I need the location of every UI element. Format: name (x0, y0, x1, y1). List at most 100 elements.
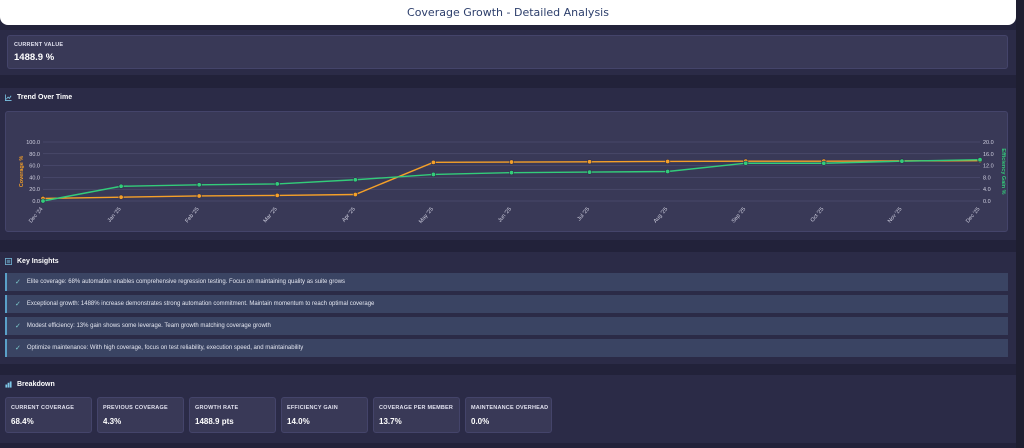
y2-tick-label: 0.0 (983, 199, 991, 205)
data-point-1 (118, 183, 124, 189)
breakdown-card-value: 1488.9 pts (195, 417, 234, 426)
check-icon: ✓ (15, 345, 21, 352)
insights-title: Key Insights (5, 258, 59, 265)
y-tick-label: 80.0 (29, 152, 40, 158)
current-value-card: CURRENT VALUE 1488.9 % (7, 35, 1008, 69)
window-titlebar: Coverage Growth - Detailed Analysis (0, 0, 1016, 25)
insight-item: ✓ Elite coverage: 68% automation enables … (5, 273, 1008, 291)
trend-chart-card: 0.0 20.0 40.0 60.0 80.0 100.0 0.0 4.0 8.0 12.0 16.… (5, 111, 1008, 232)
data-point-1 (274, 181, 280, 187)
insight-item: ✓ Exceptional growth: 1488% increase demo… (5, 295, 1008, 313)
check-icon: ✓ (15, 301, 21, 308)
breakdown-card-value: 0.0% (471, 417, 490, 426)
y2-tick-label: 12.0 (983, 164, 994, 170)
data-point-1 (196, 182, 202, 188)
breakdown-card-value: 4.3% (103, 417, 122, 426)
page-scrollbar[interactable] (1016, 0, 1024, 448)
check-icon: ✓ (15, 279, 21, 286)
data-point-0 (196, 193, 202, 199)
line-chart-icon (5, 94, 12, 101)
x-tick-label: Nov '25 (887, 206, 903, 224)
data-point-0 (118, 194, 124, 200)
x-tick-label: Jul '25 (576, 206, 591, 222)
data-point-1 (743, 160, 749, 166)
bar-chart-icon (5, 381, 12, 388)
current-value-section: CURRENT VALUE 1488.9 % (0, 30, 1016, 75)
y-tick-label: 40.0 (29, 175, 40, 181)
insights-section: Key Insights ✓ Elite coverage: 68% automa… (0, 252, 1016, 364)
data-point-1 (508, 170, 514, 176)
data-point-1 (352, 177, 358, 183)
trend-title: Trend Over Time (5, 94, 72, 101)
list-icon (5, 258, 12, 265)
data-point-1 (587, 169, 593, 175)
series-line-0 (42, 159, 981, 200)
y-tick-label: 0.0 (32, 199, 40, 205)
breakdown-card-maintenance-overhead: MAINTENANCE OVERHEAD 0.0% (465, 397, 552, 433)
y-tick-label: 20.0 (29, 187, 40, 193)
insight-text: Optimize maintenance: With high coverage… (26, 345, 304, 351)
breakdown-card-growth-rate: GROWTH RATE 1488.9 pts (189, 397, 276, 433)
series-line-1 (42, 159, 981, 202)
x-tick-label: Apr '25 (341, 206, 357, 223)
y2-tick-label: 20.0 (983, 140, 994, 146)
breakdown-card-label: EFFICIENCY GAIN (287, 405, 338, 411)
current-value-label: CURRENT VALUE (14, 42, 64, 48)
breakdown-card-efficiency-gain: EFFICIENCY GAIN 14.0% (281, 397, 368, 433)
x-tick-label: Jan '25 (107, 206, 123, 223)
data-point-1 (40, 198, 46, 204)
data-point-0 (508, 159, 514, 165)
data-point-0 (274, 192, 280, 198)
x-tick-label: Sep '25 (731, 206, 747, 224)
breakdown-title-text: Breakdown (17, 381, 55, 388)
breakdown-card-label: GROWTH RATE (195, 405, 239, 411)
x-tick-label: Dec '25 (965, 206, 981, 224)
trend-section: Trend Over Time 0.0 20.0 40.0 60.0 80.0 100.0… (0, 88, 1016, 240)
y2-tick-label: 16.0 (983, 152, 994, 158)
insight-item: ✓ Modest efficiency: 13% gain shows some … (5, 317, 1008, 335)
y2-axis-label: Efficiency Gain % (1000, 148, 1006, 194)
y2-tick-label: 8.0 (983, 175, 991, 181)
data-point-1 (899, 158, 905, 164)
insight-item: ✓ Optimize maintenance: With high coverag… (5, 339, 1008, 357)
breakdown-card-coverage-per-member: COVERAGE PER MEMBER 13.7% (373, 397, 460, 433)
breakdown-card-value: 13.7% (379, 417, 402, 426)
breakdown-card-value: 14.0% (287, 417, 310, 426)
x-tick-label: Dec '24 (28, 206, 44, 224)
breakdown-card-current-coverage: CURRENT COVERAGE 68.4% (5, 397, 92, 433)
y-axis-label: Coverage % (19, 156, 25, 188)
data-point-1 (821, 160, 827, 166)
x-tick-label: Jun '25 (497, 206, 513, 223)
data-point-1 (665, 168, 671, 174)
data-point-0 (665, 158, 671, 164)
insight-text: Exceptional growth: 1488% increase demon… (26, 301, 375, 307)
data-point-1 (977, 157, 983, 163)
insight-text: Elite coverage: 68% automation enables c… (26, 279, 346, 285)
x-tick-label: Mar '25 (263, 206, 279, 224)
check-icon: ✓ (15, 323, 21, 330)
data-point-0 (430, 159, 436, 165)
current-value: 1488.9 % (14, 52, 55, 63)
breakdown-card-label: MAINTENANCE OVERHEAD (471, 405, 549, 411)
x-tick-label: May '25 (418, 206, 435, 224)
breakdown-card-label: CURRENT COVERAGE (11, 405, 75, 411)
breakdown-card-label: PREVIOUS COVERAGE (103, 405, 168, 411)
insight-text: Modest efficiency: 13% gain shows some l… (26, 323, 271, 329)
x-tick-label: Oct '25 (810, 206, 826, 223)
y-tick-label: 60.0 (29, 164, 40, 170)
y2-tick-label: 4.0 (983, 187, 991, 193)
y-tick-label: 100.0 (26, 140, 40, 146)
data-point-0 (587, 159, 593, 165)
trend-chart: 0.0 20.0 40.0 60.0 80.0 100.0 0.0 4.0 8.0 12.0 16.… (19, 140, 1006, 225)
breakdown-card-previous-coverage: PREVIOUS COVERAGE 4.3% (97, 397, 184, 433)
x-tick-label: Aug '25 (653, 206, 669, 224)
breakdown-card-value: 68.4% (11, 417, 34, 426)
data-point-0 (352, 192, 358, 198)
window-title: Coverage Growth - Detailed Analysis (407, 6, 609, 19)
breakdown-title: Breakdown (5, 381, 55, 388)
trend-title-text: Trend Over Time (17, 94, 73, 101)
insights-title-text: Key Insights (17, 258, 59, 265)
data-point-1 (430, 171, 436, 177)
breakdown-card-label: COVERAGE PER MEMBER (379, 405, 454, 411)
x-tick-label: Feb '25 (184, 206, 200, 224)
